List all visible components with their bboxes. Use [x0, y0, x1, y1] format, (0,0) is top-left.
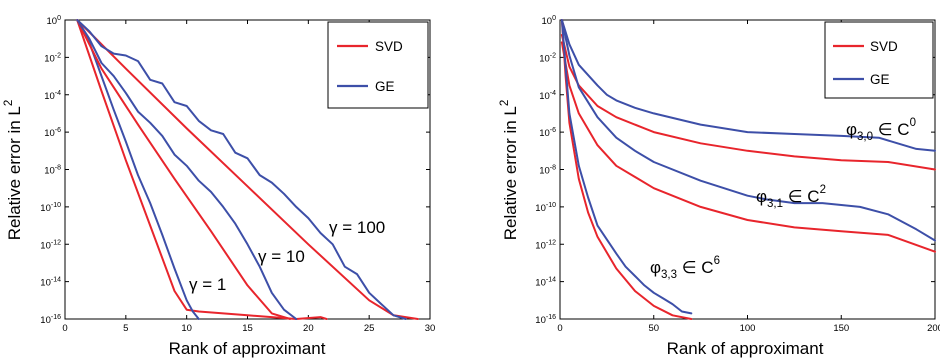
right-y-tick-label: 10-16 — [535, 314, 556, 326]
right-series-lines — [560, 19, 936, 320]
left-x-tick-label: 20 — [303, 323, 314, 334]
right-legend-box — [824, 21, 934, 99]
right-legend-svd-label: SVD — [870, 39, 898, 54]
right-x-tick-label: 0 — [557, 323, 562, 334]
right-y-tick-label: 10-2 — [539, 52, 556, 64]
left-x-tick-label: 15 — [242, 323, 253, 334]
right-series-ge-line — [560, 19, 936, 242]
left-series-svd-line — [76, 19, 292, 320]
right-x-tick-label: 50 — [648, 323, 659, 334]
left-y-axis-label: Relative error in L2 — [3, 100, 24, 241]
left-y-tick-label: 10-4 — [44, 90, 61, 102]
right-y-tick-label: 10-14 — [535, 277, 556, 289]
right-y-tick-label: 10-10 — [535, 202, 556, 214]
right-legend: SVD GE — [824, 21, 934, 99]
left-y-tick-label: 10-2 — [44, 52, 61, 64]
right-series-ge-line — [560, 19, 693, 315]
right-annotation-phi31: φ3,1 ∈ C2 — [756, 184, 826, 210]
right-y-tick-label: 100 — [542, 15, 557, 27]
right-x-axis-label: Rank of approximant — [667, 339, 824, 358]
right-x-tick-label: 150 — [833, 323, 849, 334]
left-legend: SVD GE — [327, 21, 429, 109]
left-x-tick-label: 5 — [123, 323, 128, 334]
right-chart: 10010-210-410-610-810-1010-1210-1410-16 … — [499, 15, 940, 358]
right-annotation-phi33: φ3,3 ∈ C6 — [650, 255, 720, 281]
right-y-ticks: 100 10-2 10-4 10-6 10-8 10-10 10-12 10-14 10-16 — [535, 15, 935, 326]
left-x-tick-label: 10 — [181, 323, 192, 334]
left-y-tick-label: 10-12 — [40, 239, 61, 251]
left-x-axis-label: Rank of approximant — [169, 339, 326, 358]
left-legend-ge-label: GE — [375, 79, 395, 94]
left-x-tick-label: 25 — [364, 323, 375, 334]
left-y-tick-label: 10-8 — [44, 165, 61, 177]
left-annotation-gamma-10: γ = 10 — [258, 247, 305, 266]
left-y-tick-label: 10-16 — [40, 314, 61, 326]
right-y-tick-label: 10-4 — [539, 90, 556, 102]
left-x-tick-label: 30 — [425, 323, 436, 334]
right-series-ge-line — [560, 19, 936, 152]
right-y-axis-label: Relative error in L2 — [499, 100, 520, 241]
left-y-ticks: 100 10-2 10-4 10-6 10-8 10-10 10-12 10-14 10-16 — [40, 15, 430, 326]
left-series-ge-line — [76, 19, 200, 320]
right-series-svd-line — [560, 41, 936, 253]
right-legend-ge-label: GE — [870, 72, 890, 87]
left-annotation-gamma-1: γ = 1 — [189, 275, 226, 294]
right-y-tick-label: 10-12 — [535, 239, 556, 251]
left-y-tick-label: 10-10 — [40, 202, 61, 214]
left-legend-svd-label: SVD — [375, 39, 403, 54]
right-y-tick-label: 10-8 — [539, 165, 556, 177]
left-x-tick-label: 0 — [62, 323, 67, 334]
left-y-tick-label: 10-14 — [40, 277, 61, 289]
left-y-tick-label: 100 — [47, 15, 62, 27]
right-x-tick-label: 200 — [927, 323, 940, 334]
right-annotation-phi30: φ3,0 ∈ C0 — [846, 117, 916, 143]
right-y-tick-label: 10-6 — [539, 127, 556, 139]
left-chart: 10010-210-410-610-810-1010-1210-1410-16 … — [3, 15, 435, 358]
left-series-ge-line — [76, 19, 407, 320]
left-y-tick-label: 10-6 — [44, 127, 61, 139]
left-legend-box — [327, 21, 429, 109]
left-annotation-gamma-100: γ = 100 — [329, 218, 385, 237]
right-x-tick-label: 100 — [740, 323, 756, 334]
left-series-ge-line — [76, 19, 298, 320]
left-series-lines — [76, 19, 419, 320]
